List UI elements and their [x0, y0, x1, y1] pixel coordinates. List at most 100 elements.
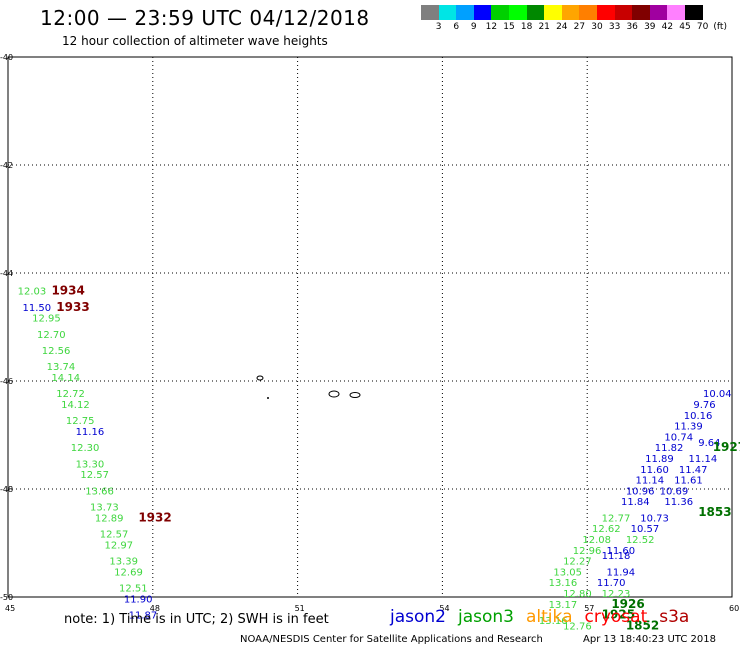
- wave-height-value: 12.23: [602, 589, 631, 600]
- wave-height-value: 13.39: [109, 557, 138, 568]
- wave-height-value: 12.96: [573, 546, 602, 557]
- wave-height-value: 12.69: [114, 567, 143, 578]
- lon-tick-label: 45: [5, 604, 15, 613]
- colorbar-tick-label: 9: [470, 22, 477, 32]
- map-subtitle: 12 hour collection of altimeter wave hei…: [62, 34, 328, 48]
- wave-height-value: 10.16: [684, 411, 713, 422]
- wave-height-value: 11.47: [679, 465, 708, 476]
- colorbar-tick-label: 21: [538, 22, 550, 32]
- colorbar-tick-label: 30: [591, 22, 603, 32]
- colorbar-swatch: [684, 5, 703, 20]
- map-frame: [7, 56, 733, 598]
- wave-height-value: 11.14: [635, 476, 664, 487]
- colorbar-tick-label: 6: [453, 22, 460, 32]
- colorbar-swatch: [508, 5, 527, 20]
- wave-height-value: 11.18: [602, 551, 631, 562]
- wave-height-value: 10.74: [664, 432, 693, 443]
- wave-height-value: 13.66: [85, 486, 114, 497]
- lon-tick-label: 54: [439, 604, 449, 613]
- legend-jason2: jason2: [390, 607, 446, 627]
- colorbar-tick-label: 15: [503, 22, 515, 32]
- pass-time-label: 1852: [626, 618, 659, 632]
- lon-tick-label: 57: [584, 604, 594, 613]
- wave-height-value: 9.64: [698, 438, 720, 449]
- wave-height-value: 11.94: [607, 567, 636, 578]
- wave-height-value: 14.12: [61, 400, 90, 411]
- wave-height-value: 11.60: [607, 546, 636, 557]
- wave-height-value: 11.84: [621, 497, 650, 508]
- colorbar-swatch: [614, 5, 633, 20]
- pass-time-label: 1932: [138, 510, 171, 524]
- colorbar-tick-label: 45: [679, 22, 691, 32]
- colorbar-tick-label: (ft): [713, 22, 727, 32]
- wave-height-value: 13.05: [553, 567, 582, 578]
- pass-time-label: 1934: [51, 284, 84, 298]
- wave-height-value: 11.61: [674, 476, 703, 487]
- colorbar-swatch: [561, 5, 580, 20]
- pass-time-label: 1933: [56, 300, 89, 314]
- colorbar-swatch: [579, 5, 597, 20]
- legend-cryosat: cryosat: [584, 607, 648, 627]
- colorbar-tick-label: 36: [626, 22, 638, 32]
- credit-line: NOAA/NESDIS Center for Satellite Applica…: [240, 634, 543, 645]
- colorbar-swatch: [473, 5, 492, 20]
- colorbar-swatch: [649, 5, 668, 20]
- wave-height-value: 11.60: [640, 465, 669, 476]
- colorbar-tick-label: 39: [644, 22, 656, 32]
- wave-height-value: 12.80: [563, 589, 592, 600]
- island-outline: [328, 390, 340, 398]
- wave-height-value: 11.36: [664, 497, 693, 508]
- lat-tick-label: -42: [0, 161, 13, 170]
- wave-height-value: 12.03: [18, 287, 47, 298]
- colorbar-swatch: [667, 5, 685, 20]
- wave-height-value: 12.62: [592, 524, 621, 535]
- wave-height-value: 10.73: [640, 513, 669, 524]
- wave-height-value: 13.30: [76, 459, 105, 470]
- wave-height-value: 11.82: [655, 443, 684, 454]
- footnote: note: 1) Time is in UTC; 2) SWH is in fe…: [64, 612, 329, 627]
- island-outline: [267, 397, 269, 399]
- wave-height-value: 11.70: [597, 578, 626, 589]
- legend-jason3: jason3: [458, 607, 514, 627]
- wave-height-value: 12.76: [563, 621, 592, 632]
- wave-height-value: 11.90: [124, 594, 153, 605]
- colorbar-tick-label: 27: [573, 22, 586, 32]
- wave-height-value: 12.51: [119, 584, 148, 595]
- colorbar-tick-label: 12: [485, 22, 498, 32]
- wave-height-value: 10.96: [626, 486, 655, 497]
- lat-tick-label: -50: [0, 593, 13, 602]
- generation-timestamp: Apr 13 18:40:23 UTC 2018: [583, 634, 716, 645]
- wave-height-value: 11.87: [129, 611, 158, 622]
- colorbar-tick-label: 33: [608, 22, 621, 32]
- colorbar-swatch: [596, 5, 615, 20]
- wave-height-value: 13.16: [549, 578, 578, 589]
- legend-s3a: s3a: [659, 607, 690, 627]
- wave-height-value: 11.39: [674, 422, 703, 433]
- lat-tick-label: -46: [0, 377, 13, 386]
- wave-height-value: 10.69: [660, 486, 689, 497]
- wave-height-value: 12.95: [32, 314, 61, 325]
- wave-height-value: 12.57: [80, 470, 109, 481]
- colorbar-swatch: [491, 5, 509, 20]
- colorbar-swatch: [632, 5, 650, 20]
- colorbar-swatch: [438, 5, 457, 20]
- wave-height-value: 11.50: [22, 303, 51, 314]
- pass-time-label: 1853: [698, 505, 731, 519]
- colorbar-tick-label: 24: [556, 22, 568, 32]
- lon-tick-label: 48: [150, 604, 160, 613]
- pass-time-label: 1925: [602, 608, 635, 622]
- wave-height-value: 12.70: [37, 330, 66, 341]
- lat-tick-label: -40: [0, 53, 13, 62]
- lat-tick-label: -48: [0, 485, 13, 494]
- wave-height-value: 12.30: [71, 443, 100, 454]
- wave-height-value: 12.77: [602, 513, 631, 524]
- colorbar-tick-label: 42: [661, 22, 674, 32]
- wave-height-value: 11.16: [76, 427, 105, 438]
- island-outline: [349, 392, 361, 398]
- pass-time-label: 1927: [713, 440, 740, 454]
- wave-height-value: 13.17: [549, 600, 578, 611]
- wave-height-value: 10.57: [631, 524, 660, 535]
- wave-height-value: 12.72: [56, 389, 85, 400]
- satellite-legend: jason2 jason3 altika cryosat s3a: [390, 607, 701, 627]
